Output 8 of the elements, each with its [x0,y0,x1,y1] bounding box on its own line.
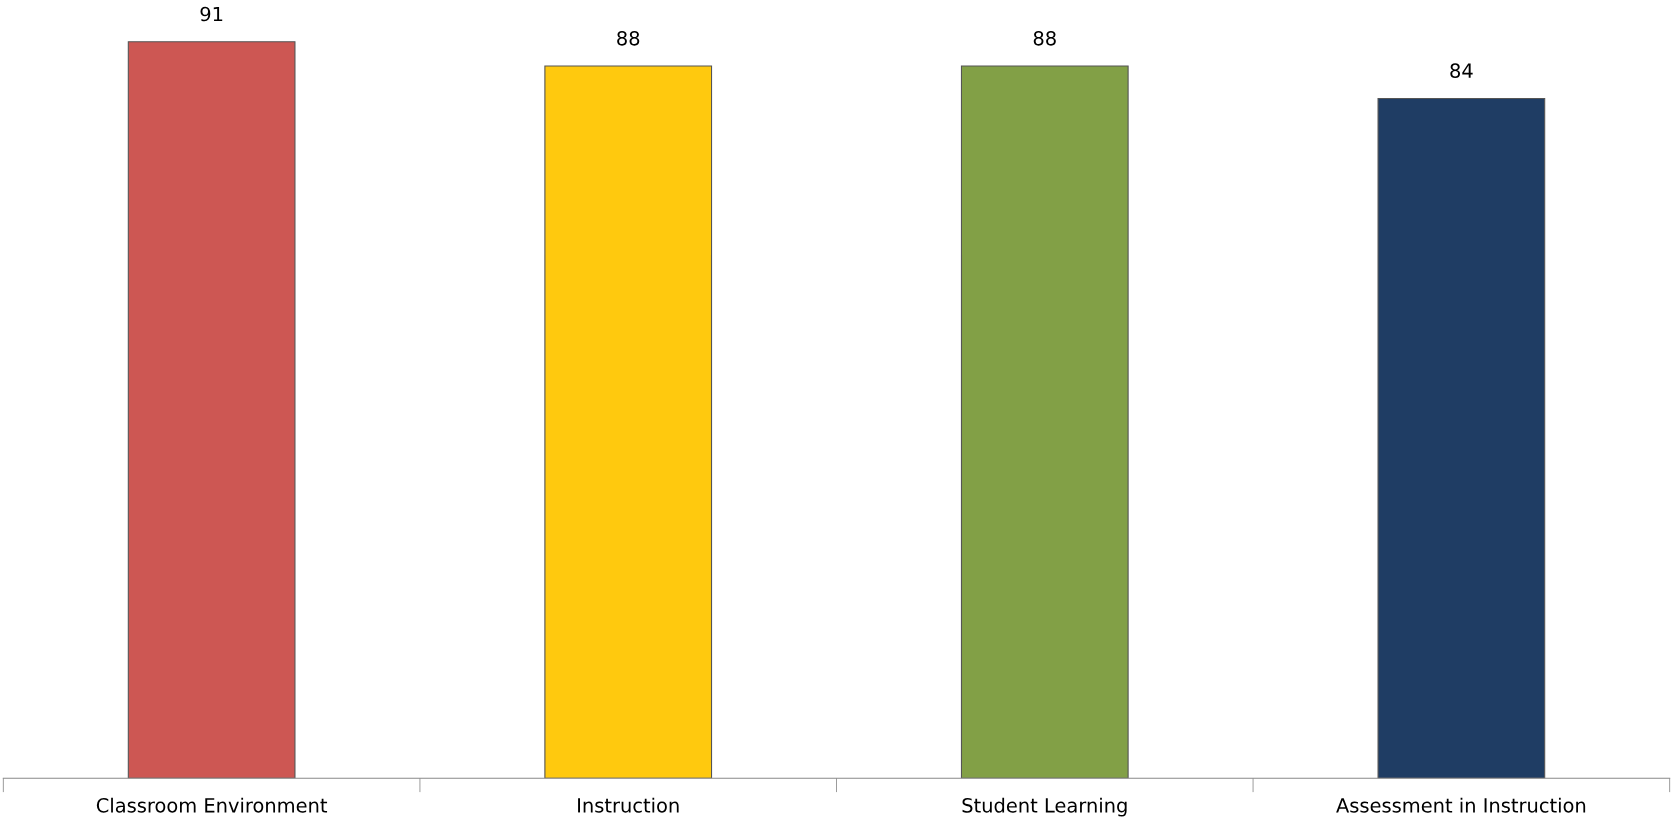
x-tick-label: Classroom Environment [96,797,328,813]
x-tick-label: Assessment in Instruction [1336,797,1586,813]
data-label: 91 [200,6,223,22]
x-tick-label: Instruction [578,797,679,813]
x-tick-label: Student Learning [962,797,1127,817]
data-label: 88 [617,30,640,46]
data-label: 84 [1450,63,1473,78]
data-label: 88 [1033,30,1056,46]
